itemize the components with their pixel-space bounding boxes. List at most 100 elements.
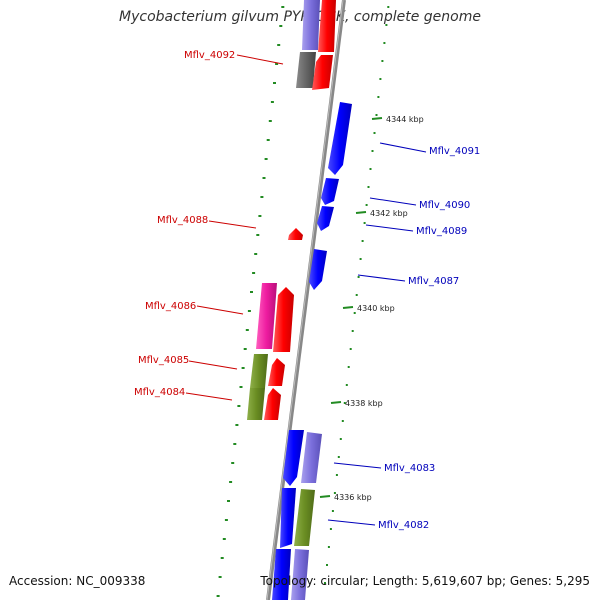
gene-feature[interactable]	[291, 549, 309, 600]
backbone-line	[266, 0, 346, 600]
gc-skew-dot	[241, 367, 245, 369]
gc-skew-dot	[245, 329, 249, 331]
gc-skew-dot	[383, 42, 386, 44]
gene-feature[interactable]	[328, 102, 352, 175]
gc-skew-dot	[281, 6, 285, 8]
gc-skew-dot	[243, 348, 247, 350]
gc-skew-dot	[227, 500, 230, 502]
gene-feature[interactable]	[273, 287, 294, 352]
gc-skew-dot	[252, 272, 256, 274]
gene-label-mflv-4086[interactable]: Mflv_4086	[145, 301, 196, 312]
tick-label: 4344 kbp	[386, 115, 424, 124]
gene-feature[interactable]	[302, 0, 320, 50]
gc-skew-dot	[373, 132, 376, 134]
gc-skew-dot	[385, 24, 388, 26]
gc-skew-dot	[355, 294, 358, 296]
gene-label-mflv-4082[interactable]: Mflv_4082	[378, 520, 429, 531]
gc-skew-dot	[250, 291, 253, 293]
gc-skew-dot	[277, 44, 281, 46]
gc-skew-dot	[237, 405, 241, 407]
gc-skew-dot	[369, 168, 372, 170]
gc-skew-dot	[229, 481, 233, 483]
gc-skew-dot	[337, 456, 340, 458]
gc-skew-dot	[363, 222, 366, 224]
gene-labels: Mflv_4092 Mflv_4091 Mflv_4090 Mflv_4089 …	[134, 50, 480, 531]
gene-feature[interactable]	[301, 432, 322, 483]
gc-skew-dot	[279, 25, 283, 27]
gene-feature[interactable]	[247, 388, 265, 420]
gene-feature[interactable]	[268, 358, 285, 386]
gc-skew-dot	[357, 276, 360, 278]
gene-feature[interactable]	[294, 489, 315, 546]
gene-label-mflv-4091[interactable]: Mflv_4091	[429, 146, 480, 157]
gene-label-mflv-4090[interactable]: Mflv_4090	[419, 200, 470, 211]
gc-skew-dot	[266, 139, 270, 141]
gc-skew-dot	[365, 204, 368, 206]
gene-feature[interactable]	[256, 283, 277, 349]
tick-label: 4336 kbp	[334, 493, 372, 502]
gene-feature[interactable]	[318, 0, 336, 52]
gc-skew-track	[216, 6, 390, 597]
gene-feature[interactable]	[312, 55, 333, 90]
gene-feature[interactable]	[283, 430, 304, 486]
kbp-ticks: 4344 kbp 4342 kbp 4340 kbp 4338 kbp 4336…	[319, 115, 424, 502]
gc-skew-dot	[329, 528, 332, 530]
gc-skew-dot	[273, 82, 276, 84]
gc-skew-dot	[359, 258, 362, 260]
gc-skew-dot	[351, 330, 354, 332]
gene-label-mflv-4087[interactable]: Mflv_4087	[408, 276, 459, 287]
tick-label: 4342 kbp	[370, 209, 408, 218]
gc-skew-dot	[268, 120, 272, 122]
tick-label: 4340 kbp	[357, 304, 395, 313]
gc-skew-dot	[326, 564, 328, 566]
gc-skew-dot	[231, 462, 235, 464]
gc-skew-dot	[218, 576, 222, 578]
backbone-highlight	[266, 0, 344, 600]
gc-skew-dot	[381, 60, 384, 62]
gc-skew-dot	[222, 538, 226, 540]
gc-skew-dot	[371, 150, 374, 152]
gene-label-mflv-4088[interactable]: Mflv_4088	[157, 215, 208, 226]
gc-skew-dot	[258, 215, 262, 217]
gc-skew-dot	[347, 366, 350, 368]
gc-skew-dot	[327, 546, 330, 548]
gc-skew-dot	[270, 101, 274, 103]
gene-label-mflv-4092[interactable]: Mflv_4092	[184, 50, 235, 61]
gc-skew-dot	[333, 492, 336, 494]
gc-skew-dot	[256, 234, 260, 236]
gene-feature[interactable]	[317, 206, 334, 231]
gene-label-mflv-4084[interactable]: Mflv_4084	[134, 387, 185, 398]
gc-skew-dot	[375, 114, 378, 116]
gc-skew-dot	[345, 384, 348, 386]
gc-skew-dot	[220, 557, 224, 559]
gene-feature[interactable]	[288, 228, 303, 240]
gene-feature[interactable]	[250, 354, 268, 388]
gene-feature[interactable]	[264, 388, 281, 420]
gc-skew-dot	[343, 402, 346, 404]
gene-label-mflv-4089[interactable]: Mflv_4089	[416, 226, 467, 237]
gene-feature[interactable]	[321, 178, 339, 205]
tick-label: 4338 kbp	[345, 399, 383, 408]
gene-feature[interactable]	[280, 488, 296, 548]
accession-text: Accession: NC_009338	[9, 574, 146, 588]
gc-skew-dot	[324, 582, 326, 584]
gc-skew-dot	[264, 158, 268, 160]
gc-skew-dot	[361, 240, 364, 242]
gene-label-mflv-4083[interactable]: Mflv_4083	[384, 463, 435, 474]
gc-skew-dot	[233, 443, 237, 445]
gc-skew-dot	[275, 63, 279, 65]
gc-skew-dot	[239, 386, 243, 388]
gc-skew-dot	[262, 177, 266, 179]
gc-skew-dot	[254, 253, 258, 255]
gene-feature[interactable]	[272, 549, 291, 600]
gc-skew-dot	[341, 420, 344, 422]
gene-label-mflv-4085[interactable]: Mflv_4085	[138, 355, 189, 366]
gc-skew-dot	[349, 348, 352, 350]
gene-feature[interactable]	[309, 249, 327, 290]
gene-feature[interactable]	[296, 52, 316, 88]
gc-skew-dot	[379, 78, 382, 80]
genome-summary-text: Topology: circular; Length: 5,619,607 bp…	[260, 574, 590, 588]
map-title: Mycobacterium gilvum PYR-GCK, complete g…	[119, 9, 481, 25]
gc-skew-dot	[247, 310, 251, 312]
